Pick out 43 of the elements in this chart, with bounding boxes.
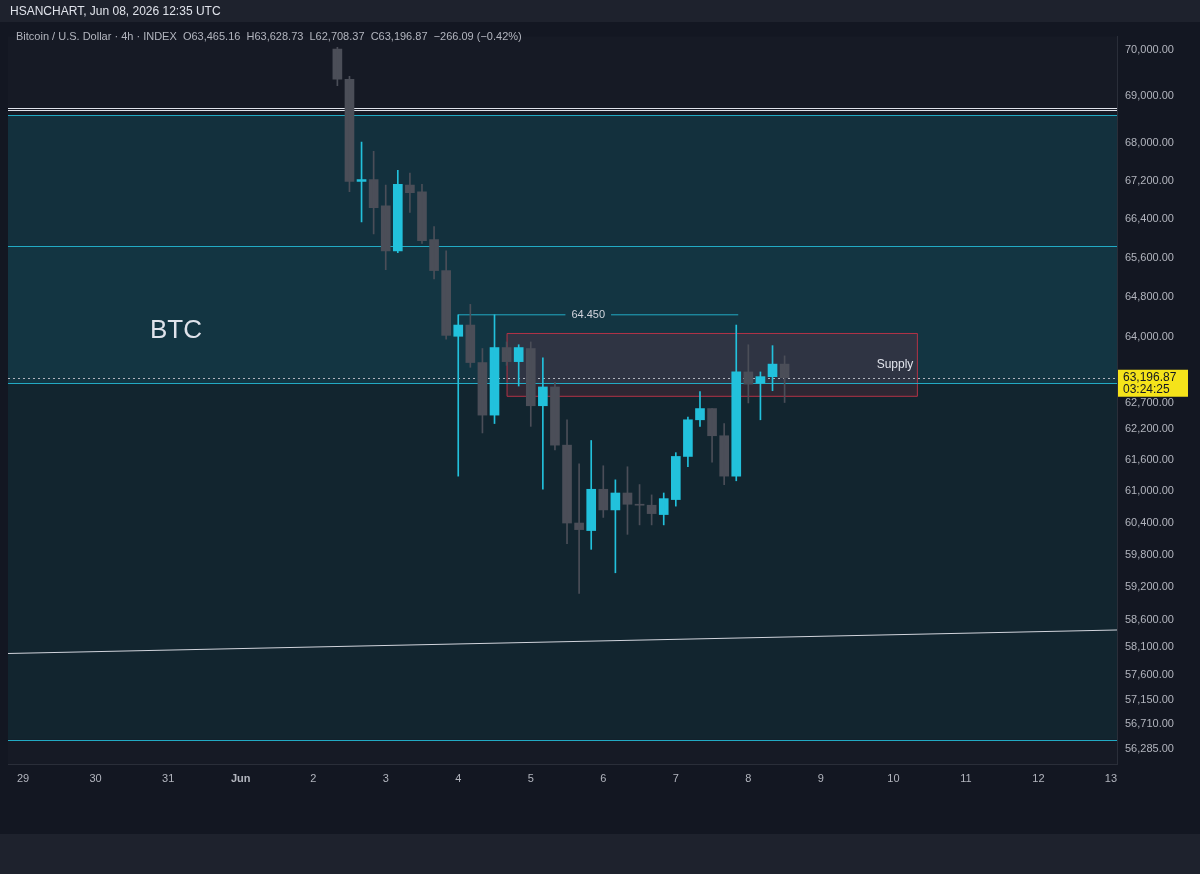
annotation: 64.450 [571, 307, 606, 320]
y-tick-label: 56,285.00 [1125, 741, 1174, 754]
x-tick-label: 13 [1104, 772, 1118, 785]
x-tick-label: 10 [887, 772, 900, 785]
y-tick-label: 64,000.00 [1125, 330, 1174, 343]
band-label: Supply [876, 357, 914, 372]
x-tick-label: 8 [745, 772, 752, 785]
x-tick-label: 29 [16, 772, 30, 785]
y-tick-label: 61,000.00 [1125, 483, 1174, 496]
x-tick-label: 30 [89, 772, 102, 785]
text: HSANCHART, Jun 08, 2026 12:35 UTC [10, 4, 221, 18]
y-tick-label: 62,200.00 [1125, 421, 1174, 434]
x-tick-label: 9 [817, 772, 824, 785]
y-tick-label: 60,400.00 [1125, 515, 1174, 528]
x-tick-label: 31 [162, 772, 175, 785]
chart-title: Bitcoin / U.S. Dollar · 4h · INDEX O63,465.16 H63,628.73 L62,708.37 C63,196.87 −266.09 (−0.42%) [16, 30, 522, 42]
y-tick-label: 69,000.00 [1125, 89, 1174, 102]
y-tick-label: 56,710.00 [1125, 717, 1174, 730]
y-tick-label: 68,000.00 [1125, 136, 1174, 149]
x-tick-label: 12 [1032, 772, 1045, 785]
y-tick-label: 58,600.00 [1125, 612, 1174, 625]
x-tick-label: 4 [455, 772, 462, 785]
x-tick-label: 7 [672, 772, 679, 785]
ref-line-label: 63,196.87 [1123, 369, 1177, 384]
y-tick-label: 67,200.00 [1125, 174, 1174, 187]
annotation: BTC [150, 314, 202, 345]
y-tick-label: 70,000.00 [1125, 43, 1174, 56]
y-tick-label: 66,400.00 [1125, 212, 1174, 225]
y-tick-label: 59,800.00 [1125, 547, 1174, 560]
y-tick-label: 58,100.00 [1125, 639, 1174, 652]
x-tick-label: 3 [382, 772, 389, 785]
y-tick-label: 57,600.00 [1125, 667, 1174, 680]
x-tick-label: Jun [230, 772, 251, 785]
x-tick-label: 6 [600, 772, 607, 785]
y-tick-label: 59,200.00 [1125, 579, 1174, 592]
x-tick-label: 11 [960, 772, 972, 785]
y-tick-label: 61,600.00 [1125, 452, 1174, 465]
y-tick-label: 65,600.00 [1125, 251, 1174, 264]
y-tick-label: 62,700.00 [1125, 395, 1174, 408]
y-tick-label: 57,150.00 [1125, 692, 1174, 705]
x-tick-label: 5 [527, 772, 534, 785]
y-tick-label: 64,800.00 [1125, 290, 1174, 303]
x-tick-label: 2 [310, 772, 317, 785]
